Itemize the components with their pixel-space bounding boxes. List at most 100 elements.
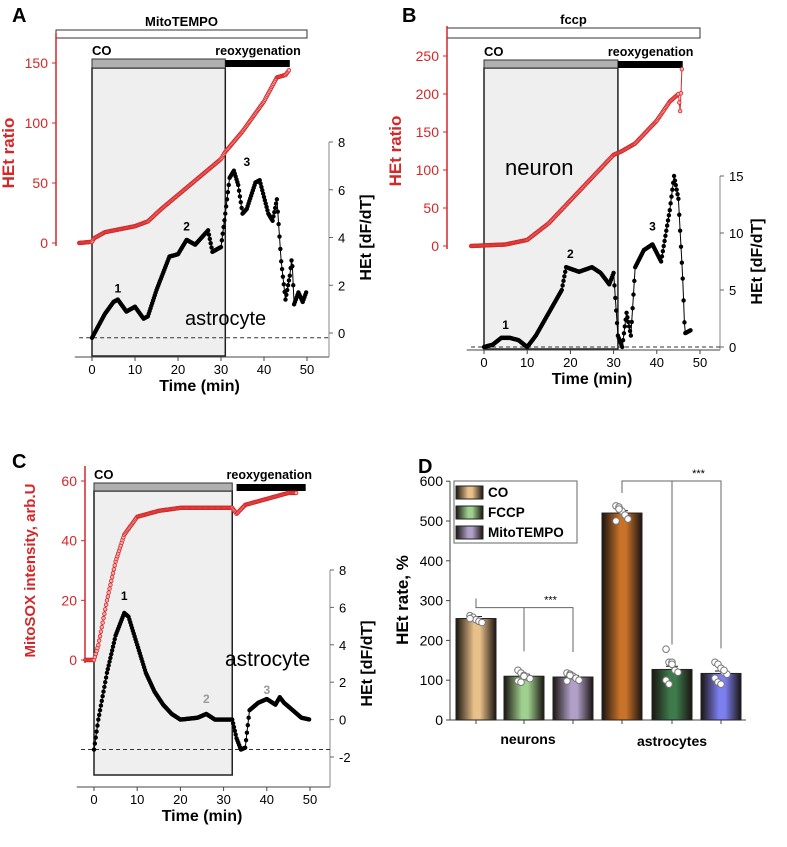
black-series-point [218,244,224,250]
x-tick-label: 0 [90,792,97,807]
black-series-point [237,194,243,199]
y2-tick-label: 6 [338,183,345,198]
black-series-point [560,283,565,288]
y2-tick-label: 0 [338,326,345,341]
y-tick-label: 150 [25,55,49,71]
data-point [517,678,525,686]
black-series-point [238,199,243,205]
significance-label: *** [692,468,706,480]
red-series-point [286,67,292,73]
black-series-point [688,328,693,333]
black-series-point [95,723,100,728]
black-series-point [279,259,284,264]
reoxygenation-label: reoxygenation [215,44,300,58]
x-tick-label: 10 [128,362,142,377]
y2-tick-label: 0 [729,340,736,355]
black-series-point [666,213,672,218]
y2-tick-label: -2 [339,750,351,765]
black-series-point [622,324,628,329]
red-series-point [98,629,104,634]
right-y-axis-title: HEt [dF/dT] [749,218,766,304]
black-series-point [673,182,679,188]
treatment-bar [446,27,701,39]
y2-tick-label: 8 [338,135,345,150]
black-series-point [272,205,278,211]
peak-label: 2 [183,219,190,233]
black-series-point [232,728,238,734]
co-bar [483,59,619,69]
black-series-point [668,201,673,206]
red-series-point [109,574,115,580]
panel-label: A [12,5,26,27]
black-series-point [611,270,616,276]
black-series-point [677,212,682,217]
red-series-point [293,490,299,496]
x-axis-title: Time (min) [159,378,240,395]
red-series-point [678,91,684,96]
black-series-point [272,209,277,215]
black-series-point [105,666,111,672]
black-series-point [109,651,114,657]
black-series-point [680,276,685,281]
black-series-point [236,188,242,193]
x-tick-label: 40 [257,362,271,377]
co-label: CO [94,467,114,482]
black-series-point [284,292,289,297]
black-series-point [285,287,290,293]
significance-label: *** [544,595,558,607]
peak-label: 2 [203,692,210,706]
red-series-point [112,563,117,568]
black-series-point [273,201,279,206]
black-series-point [245,723,250,728]
black-series-point [222,218,227,223]
red-series-point [109,578,114,584]
y-tick-label: 600 [420,473,444,489]
y2-tick-label: 15 [729,169,743,184]
black-series-point [108,655,113,661]
x-tick-label: 40 [260,792,274,807]
black-series-point [100,694,105,699]
red-series-point [96,642,101,648]
y2-tick-label: 4 [339,638,346,653]
black-series-point [223,204,229,209]
black-series [91,610,312,752]
y-tick-label: 100 [420,672,444,688]
black-series-point [110,644,116,649]
peak-label: 2 [567,247,574,261]
black-series-point [681,298,686,303]
co-period-shade [483,67,619,350]
y-tick-label: 50 [32,175,48,191]
black-series-point [207,236,213,242]
black-series-point [230,717,235,722]
co-label: CO [484,44,504,59]
co-bar [91,58,226,69]
black-series-point [99,698,104,704]
reoxygenation-bar [236,484,306,491]
black-series-point [675,192,680,197]
group-label: astrocytes [637,733,707,749]
x-tick-label: 0 [480,355,487,370]
peak-label: 3 [243,155,250,169]
black-series-point [563,269,568,274]
black-series-point [231,724,237,730]
co-bar [93,482,233,492]
black-series-point [271,214,276,219]
red-series-point [101,616,106,621]
red-series-point [105,594,111,599]
treatment-label: fccp [560,12,587,27]
black-series-point [658,259,664,264]
black-series-point [664,228,669,233]
black-series-point [631,292,636,297]
reoxygenation-label: reoxygenation [608,45,693,59]
peak-label: 3 [649,220,656,234]
black-series-point [672,178,678,183]
bar-astrocytes-MitoTEMPO [700,658,742,724]
x-tick-label: 30 [216,792,230,807]
legend-swatch [455,505,484,520]
black-series-point [111,640,117,646]
black-series-point [669,194,674,199]
left-y-axis-title: MitoSOX intensity, arb.U [22,484,39,658]
black-series-point [112,636,117,642]
black-series-point [103,675,109,680]
black-series-point [671,173,677,179]
